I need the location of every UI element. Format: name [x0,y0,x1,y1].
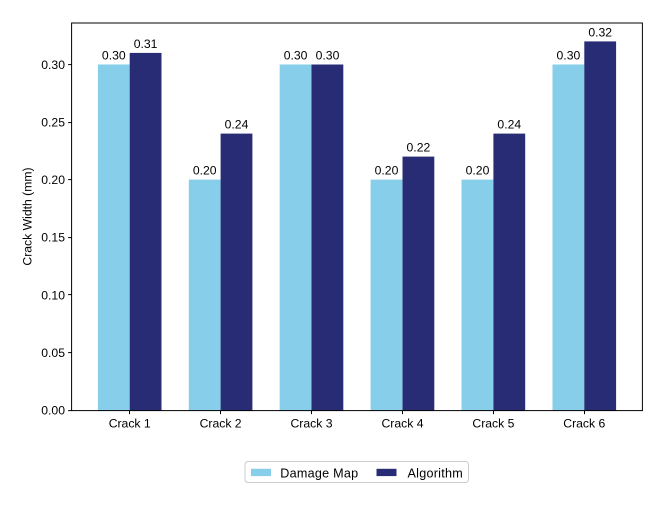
svg-text:Crack 1: Crack 1 [109,417,151,431]
svg-text:0.25: 0.25 [41,116,65,130]
svg-text:0.30: 0.30 [41,58,65,72]
svg-text:0.30: 0.30 [284,49,308,63]
svg-text:Algorithm: Algorithm [408,466,463,480]
svg-text:Crack 6: Crack 6 [563,417,605,431]
svg-text:0.30: 0.30 [102,49,126,63]
svg-text:0.32: 0.32 [588,25,612,39]
svg-text:0.20: 0.20 [466,164,490,178]
svg-text:Crack Width (mm): Crack Width (mm) [21,167,35,265]
svg-text:0.20: 0.20 [375,164,399,178]
svg-text:Crack 3: Crack 3 [291,417,333,431]
svg-text:0.24: 0.24 [225,118,249,132]
svg-text:0.00: 0.00 [41,403,65,417]
svg-text:Crack 4: Crack 4 [382,417,424,431]
svg-text:0.10: 0.10 [41,288,65,302]
svg-text:0.15: 0.15 [41,231,65,245]
svg-text:Crack 2: Crack 2 [200,417,242,431]
svg-text:0.30: 0.30 [316,49,340,63]
svg-text:0.31: 0.31 [134,37,158,51]
svg-text:0.05: 0.05 [41,346,65,360]
svg-text:Crack 5: Crack 5 [472,417,514,431]
svg-text:0.22: 0.22 [407,141,431,155]
svg-text:0.24: 0.24 [497,118,521,132]
svg-text:0.20: 0.20 [41,173,65,187]
svg-text:Damage Map: Damage Map [280,466,358,480]
svg-text:0.20: 0.20 [193,164,217,178]
svg-text:0.30: 0.30 [557,49,581,63]
